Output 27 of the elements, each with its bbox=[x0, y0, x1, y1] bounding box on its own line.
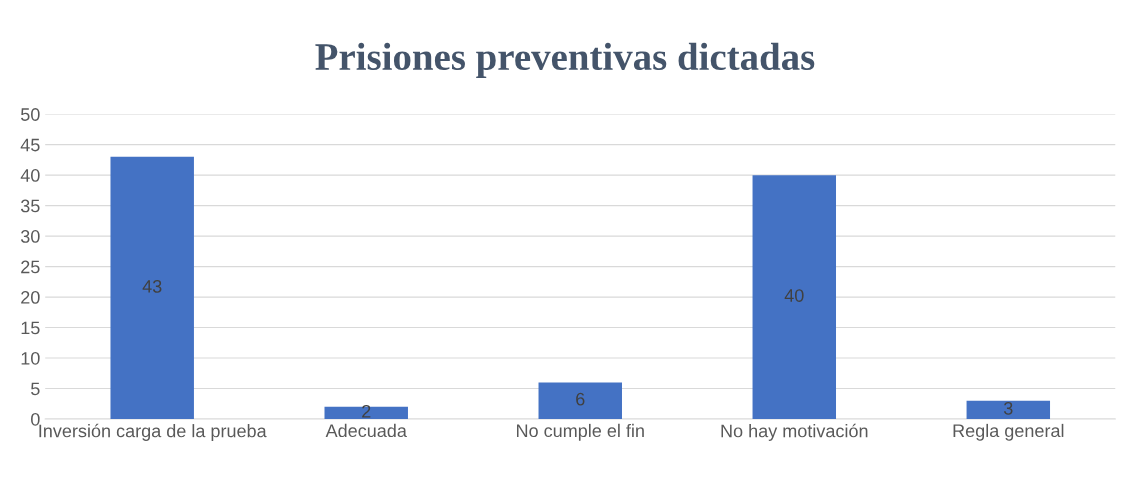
y-tick-label: 45 bbox=[20, 138, 40, 152]
bar bbox=[324, 406, 408, 419]
data-label: 43 bbox=[142, 279, 162, 293]
y-tick-label: 0 bbox=[31, 412, 40, 426]
data-label: 2 bbox=[362, 404, 371, 418]
y-tick-label: 50 bbox=[20, 108, 40, 121]
y-tick-label: 25 bbox=[21, 260, 40, 274]
x-tick-label: No cumple el fin bbox=[517, 423, 644, 441]
y-tick-label: 10 bbox=[21, 351, 40, 365]
bar bbox=[110, 156, 194, 419]
y-tick-label: 15 bbox=[21, 321, 40, 335]
data-label: 3 bbox=[1003, 401, 1013, 415]
y-tick-label: 40 bbox=[20, 169, 40, 182]
data-label: 6 bbox=[576, 392, 585, 406]
x-tick-label: No hay motivación bbox=[721, 423, 868, 441]
y-tick-label: 20 bbox=[21, 291, 40, 304]
y-tick-label: 5 bbox=[31, 382, 40, 396]
x-tick-label: Adecuada bbox=[325, 423, 407, 438]
data-label: 40 bbox=[784, 289, 804, 302]
bar bbox=[966, 400, 1051, 419]
y-tick-label: 35 bbox=[20, 199, 40, 213]
y-tick-label: 30 bbox=[20, 230, 40, 243]
x-tick-label: Regla general bbox=[953, 423, 1064, 441]
bar bbox=[538, 382, 622, 419]
x-tick-label: Inversión carga de la prueba bbox=[39, 423, 267, 441]
bar bbox=[752, 175, 837, 419]
chart-title: Prisiones preventivas dictadas bbox=[315, 42, 815, 78]
